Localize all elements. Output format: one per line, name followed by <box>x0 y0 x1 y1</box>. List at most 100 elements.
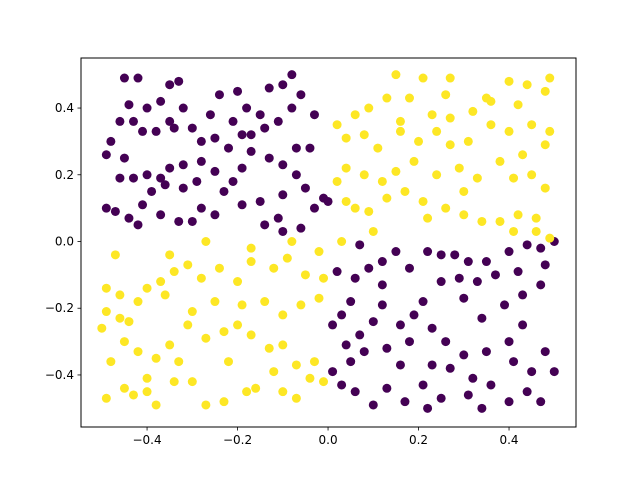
scatter-point <box>346 357 356 367</box>
scatter-point <box>246 243 256 253</box>
scatter-point <box>341 196 351 206</box>
scatter-point <box>337 236 347 246</box>
scatter-point <box>255 196 265 206</box>
scatter-point <box>138 126 148 136</box>
scatter-point <box>183 260 193 270</box>
scatter-point <box>536 243 546 253</box>
scatter-point <box>395 320 405 330</box>
scatter-point <box>395 116 405 126</box>
scatter-point <box>332 267 342 277</box>
scatter-point <box>237 200 247 210</box>
scatter-point <box>260 220 270 230</box>
scatter-point <box>404 263 414 273</box>
scatter-point <box>251 383 261 393</box>
scatter-point <box>513 210 523 220</box>
scatter-point <box>210 166 220 176</box>
scatter-point <box>115 313 125 323</box>
scatter-point <box>214 90 224 100</box>
scatter-point <box>314 247 324 257</box>
scatter-point <box>187 123 197 133</box>
scatter-point <box>309 203 319 213</box>
scatter-point <box>513 100 523 110</box>
scatter-point <box>224 357 234 367</box>
scatter-point <box>549 367 559 377</box>
scatter-point <box>101 150 111 160</box>
scatter-point <box>147 186 157 196</box>
scatter-point <box>309 110 319 120</box>
scatter-point <box>540 260 550 270</box>
scatter-point <box>255 110 265 120</box>
scatter-point <box>527 367 537 377</box>
y-tick-label: 0.2 <box>55 168 74 182</box>
scatter-point <box>404 337 414 347</box>
scatter-point <box>124 100 134 110</box>
scatter-point <box>287 70 297 80</box>
scatter-point <box>436 277 446 287</box>
scatter-point <box>282 253 292 263</box>
scatter-point <box>174 76 184 86</box>
scatter-point <box>382 93 392 103</box>
scatter-point <box>536 280 546 290</box>
scatter-point <box>463 390 473 400</box>
scatter-point <box>427 360 437 370</box>
scatter-point <box>509 226 519 236</box>
scatter-point <box>291 170 301 180</box>
scatter-point <box>296 300 306 310</box>
scatter-point <box>97 323 107 333</box>
scatter-point <box>278 226 288 236</box>
scatter-point <box>527 120 537 130</box>
scatter-point <box>106 136 116 146</box>
scatter-point <box>228 176 238 186</box>
scatter-point <box>427 110 437 120</box>
scatter-point <box>278 190 288 200</box>
scatter-point <box>291 360 301 370</box>
scatter-point <box>468 106 478 116</box>
y-tick-label: 0.0 <box>55 234 74 248</box>
scatter-point <box>472 277 482 287</box>
scatter-point <box>432 126 442 136</box>
scatter-point <box>436 250 446 260</box>
scatter-point <box>355 330 365 340</box>
scatter-point <box>350 387 360 397</box>
scatter-point <box>187 216 197 226</box>
scatter-point <box>101 393 111 403</box>
y-tick-label: −0.4 <box>45 368 74 382</box>
scatter-point <box>427 323 437 333</box>
scatter-point <box>395 360 405 370</box>
scatter-point <box>278 160 288 170</box>
scatter-point <box>395 126 405 136</box>
scatter-point <box>165 250 175 260</box>
y-tick-label: 0.4 <box>55 101 74 115</box>
scatter-point <box>418 196 428 206</box>
scatter-point <box>504 397 514 407</box>
scatter-point <box>481 257 491 267</box>
scatter-point <box>269 263 279 273</box>
scatter-point <box>196 273 206 283</box>
scatter-point <box>355 240 365 250</box>
scatter-point <box>165 163 175 173</box>
scatter-point <box>328 367 338 377</box>
scatter-point <box>400 186 410 196</box>
scatter-point <box>346 297 356 307</box>
scatter-point <box>377 280 387 290</box>
scatter-point <box>391 247 401 257</box>
scatter-point <box>269 367 279 377</box>
scatter-point <box>540 347 550 357</box>
scatter-point <box>201 400 211 410</box>
scatter-point <box>128 390 138 400</box>
scatter-point <box>500 300 510 310</box>
scatter-point <box>314 293 324 303</box>
scatter-point <box>183 320 193 330</box>
scatter-point <box>481 347 491 357</box>
scatter-point <box>418 380 428 390</box>
scatter-point <box>404 93 414 103</box>
scatter-point <box>287 236 297 246</box>
scatter-point <box>169 123 179 133</box>
scatter-point <box>540 86 550 96</box>
scatter-point <box>450 250 460 260</box>
scatter-point <box>463 136 473 146</box>
scatter-point <box>368 317 378 327</box>
scatter-point <box>278 387 288 397</box>
scatter-point <box>174 216 184 226</box>
scatter-point <box>432 170 442 180</box>
